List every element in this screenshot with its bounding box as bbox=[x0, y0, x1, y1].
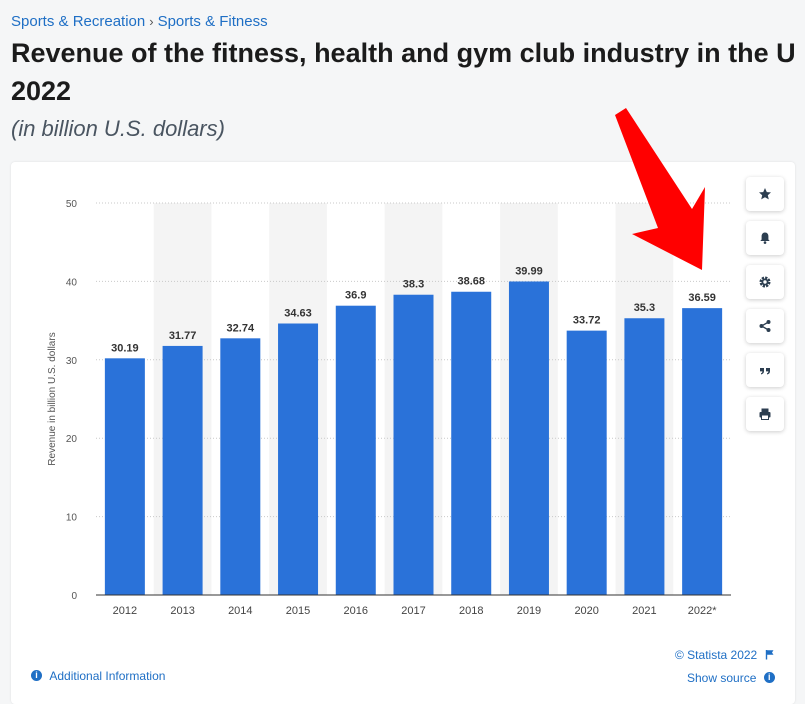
bar bbox=[393, 294, 434, 595]
bar bbox=[220, 338, 261, 595]
y-tick-label: 20 bbox=[66, 434, 78, 445]
page-title: Revenue of the fitness, health and gym c… bbox=[11, 34, 805, 110]
additional-information-label: Additional Information bbox=[49, 668, 166, 683]
bar-value-label: 35.3 bbox=[634, 302, 655, 314]
bar-value-label: 36.59 bbox=[688, 292, 716, 304]
bar-value-label: 31.77 bbox=[169, 330, 197, 342]
y-axis-title: Revenue in billion U.S. dollars bbox=[47, 332, 58, 465]
x-tick-label: 2013 bbox=[170, 605, 194, 617]
x-tick-label: 2022* bbox=[688, 605, 717, 617]
additional-information-link[interactable]: i Additional Information bbox=[31, 668, 165, 683]
breadcrumb-separator: › bbox=[149, 14, 154, 29]
star-icon bbox=[759, 188, 771, 200]
settings-button[interactable] bbox=[746, 265, 784, 299]
x-tick-label: 2015 bbox=[286, 605, 310, 617]
flag-icon[interactable] bbox=[765, 649, 775, 660]
show-source-link[interactable]: Show source i bbox=[687, 670, 775, 685]
x-tick-label: 2012 bbox=[113, 605, 137, 617]
share-button[interactable] bbox=[746, 309, 784, 343]
info-icon: i bbox=[31, 670, 42, 682]
bar-value-label: 36.9 bbox=[345, 290, 366, 302]
x-tick-label: 2017 bbox=[401, 605, 425, 617]
bar bbox=[335, 305, 376, 595]
x-tick-label: 2014 bbox=[228, 605, 252, 617]
y-tick-label: 0 bbox=[71, 591, 77, 602]
page-title-line2: 2022 bbox=[11, 76, 72, 106]
chart-card: 0 10 20 30 40 50 Revenue in billion U.S. dolla… bbox=[11, 162, 795, 704]
show-source-label: Show source bbox=[687, 670, 757, 685]
bar-value-label: 33.72 bbox=[573, 315, 601, 327]
bar-value-label: 39.99 bbox=[515, 265, 543, 277]
x-tick-label: 2016 bbox=[344, 605, 368, 617]
bar bbox=[162, 345, 203, 595]
x-tick-label: 2018 bbox=[459, 605, 483, 617]
print-icon bbox=[759, 408, 771, 420]
bar-value-label: 38.3 bbox=[403, 279, 424, 291]
copyright-label: © Statista 2022 bbox=[675, 647, 775, 662]
bar-value-label: 34.63 bbox=[284, 308, 312, 320]
bar-value-label: 38.68 bbox=[457, 276, 485, 288]
print-button[interactable] bbox=[746, 397, 784, 431]
bar-chart: 0 10 20 30 40 50 Revenue in billion U.S. dolla… bbox=[47, 199, 731, 617]
breadcrumb-sports-recreation[interactable]: Sports & Recreation bbox=[11, 13, 146, 30]
page-subtitle: (in billion U.S. dollars) bbox=[11, 116, 225, 141]
bar-value-label: 32.74 bbox=[227, 322, 255, 334]
bar bbox=[566, 330, 607, 595]
x-tick-label: 2019 bbox=[517, 605, 541, 617]
bar bbox=[624, 318, 665, 595]
x-tick-label: 2021 bbox=[632, 605, 656, 617]
bar bbox=[104, 358, 145, 595]
page-title-line1: Revenue of the fitness, health and gym c… bbox=[11, 38, 796, 68]
y-tick-label: 10 bbox=[66, 513, 78, 524]
bar bbox=[451, 291, 492, 595]
breadcrumb: Sports & Recreation › Sports & Fitness bbox=[11, 13, 268, 30]
bar bbox=[278, 323, 319, 595]
share-icon bbox=[759, 320, 771, 332]
breadcrumb-sports-fitness[interactable]: Sports & Fitness bbox=[157, 13, 268, 30]
x-tick-label: 2020 bbox=[574, 605, 598, 617]
copyright-text: © Statista 2022 bbox=[675, 647, 758, 662]
bar-value-label: 30.19 bbox=[111, 342, 139, 354]
bar bbox=[508, 281, 549, 595]
y-tick-label: 40 bbox=[66, 277, 78, 288]
bar bbox=[682, 308, 723, 595]
y-tick-label: 50 bbox=[66, 199, 78, 210]
red-arrow-annotation bbox=[615, 108, 705, 270]
cite-button[interactable] bbox=[746, 353, 784, 387]
notification-button[interactable] bbox=[746, 221, 784, 255]
gear-icon bbox=[759, 276, 771, 288]
bell-icon bbox=[760, 232, 770, 244]
y-tick-label: 30 bbox=[66, 356, 78, 367]
chart-toolbar bbox=[746, 177, 784, 441]
info-icon: i bbox=[763, 672, 775, 684]
favorite-button[interactable] bbox=[746, 177, 784, 211]
quote-icon bbox=[760, 368, 770, 375]
